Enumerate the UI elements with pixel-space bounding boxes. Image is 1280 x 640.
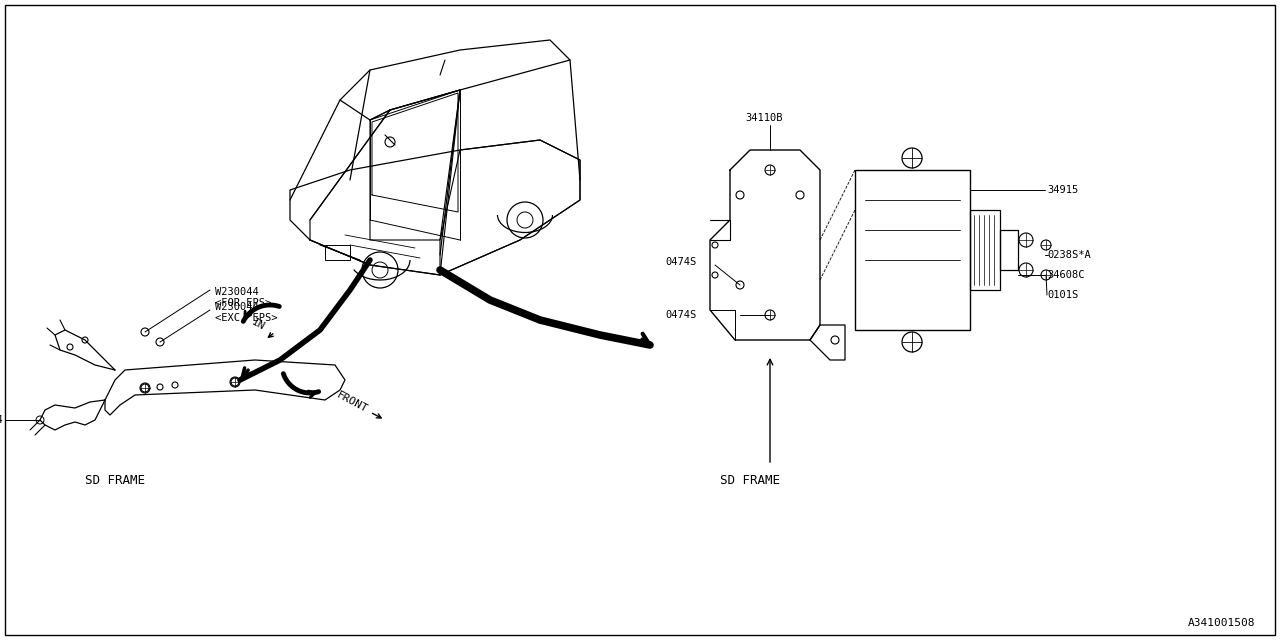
Text: A341001508: A341001508 [1188, 618, 1254, 628]
Text: 0474S: 0474S [666, 310, 696, 320]
Text: IN: IN [250, 317, 266, 333]
Bar [855, 170, 970, 330]
Text: 0238S*A: 0238S*A [1047, 250, 1091, 260]
Text: 0474S: 0474S [666, 257, 696, 267]
Text: 34110B: 34110B [745, 113, 782, 123]
Text: SD FRAME: SD FRAME [719, 474, 780, 486]
Text: SD FRAME: SD FRAME [84, 474, 145, 486]
Text: W230044: W230044 [215, 287, 259, 297]
Text: W230044: W230044 [215, 302, 259, 312]
Text: 34608C: 34608C [1047, 270, 1084, 280]
Bar [1000, 230, 1018, 270]
Text: FRONT: FRONT [335, 390, 370, 414]
Text: <FOR EPS>: <FOR EPS> [215, 298, 271, 308]
Text: <EXC. EPS>: <EXC. EPS> [215, 313, 278, 323]
Bar [325, 245, 349, 260]
Text: 0101S: 0101S [1047, 290, 1078, 300]
Text: 34915: 34915 [1047, 185, 1078, 195]
Bar [970, 210, 1000, 290]
Text: W230044: W230044 [0, 415, 3, 425]
